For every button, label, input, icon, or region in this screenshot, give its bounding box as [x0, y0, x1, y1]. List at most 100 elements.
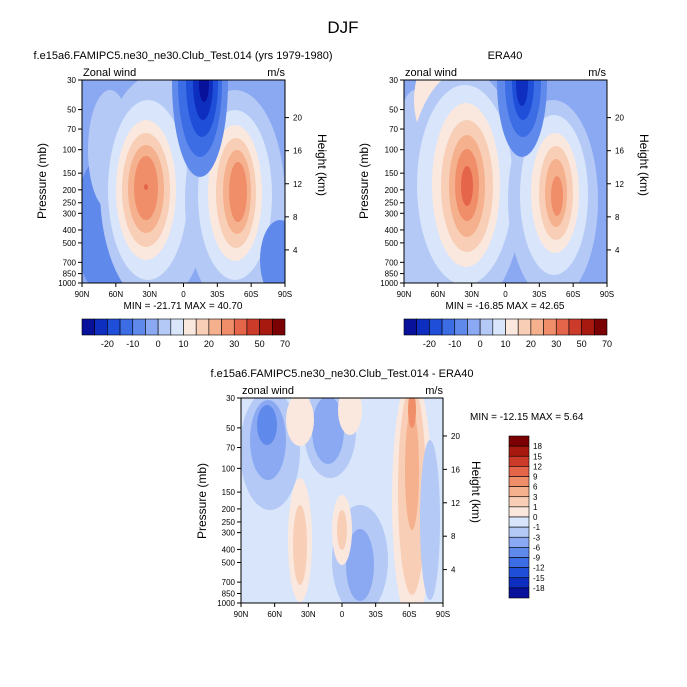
colorbar-label: 10	[178, 339, 188, 349]
y-tick-label: 850	[222, 589, 236, 598]
y-tick-label: 100	[222, 464, 236, 473]
panel3-ylabel-right: Height (km)	[469, 461, 483, 523]
colorbar-swatch	[508, 567, 530, 579]
colorbar-panel1: -20 -10 0 10 20 30 50 70	[81, 318, 290, 349]
panel3-title: f.e15a6.FAMIPC5.ne30_ne30.Club_Test.014 …	[211, 368, 474, 380]
colorbar-swatch	[157, 318, 172, 336]
y-tick-label: 50	[389, 106, 398, 115]
y-tick-label: 400	[385, 226, 399, 235]
colorbar-label: -18	[533, 584, 545, 593]
x-tick-label: 60N	[267, 610, 282, 619]
colorbar-swatch	[119, 318, 134, 336]
colorbar-swatch	[508, 435, 530, 447]
y-tick-label: 70	[389, 125, 398, 134]
y-tick-label: 500	[385, 239, 399, 248]
colorbar-label: -10	[448, 339, 461, 349]
colorbar-swatch	[416, 318, 430, 336]
panel2-ylabel-right: Height (km)	[637, 134, 651, 196]
y-tick-label: 100	[385, 146, 399, 155]
height-tick-label: 12	[293, 180, 302, 189]
colorbar-swatch	[233, 318, 248, 336]
colorbar-label: 10	[500, 339, 510, 349]
colorbar-swatch	[594, 318, 608, 336]
x-tick-label: 0	[340, 610, 345, 619]
x-tick-label: 90N	[75, 290, 90, 299]
colorbar-label: 70	[280, 339, 290, 349]
colorbar-swatch	[508, 445, 530, 457]
colorbar-label: 20	[204, 339, 214, 349]
colorbar-label: 50	[577, 339, 587, 349]
y-tick-label: 150	[385, 169, 399, 178]
colorbar-swatch	[508, 476, 530, 487]
colorbar-swatch	[508, 577, 530, 589]
colorbar-swatch	[568, 318, 582, 336]
y-tick-label: 50	[67, 106, 76, 115]
colorbar-swatch	[530, 318, 544, 336]
y-tick-label: 400	[63, 226, 77, 235]
colorbar-swatch	[479, 318, 494, 336]
colorbar-label: -20	[101, 339, 114, 349]
panel1-title: f.e15a6.FAMIPC5.ne30_ne30.Club_Test.014 …	[33, 50, 332, 62]
colorbar-swatch	[508, 486, 530, 498]
colorbar-swatch	[543, 318, 557, 336]
figure-title: DJF	[327, 18, 358, 37]
y-tick-label: 30	[67, 76, 76, 85]
x-tick-label: 90S	[436, 610, 450, 619]
colorbar-swatch	[208, 318, 222, 336]
panel-difference: f.e15a6.FAMIPC5.ne30_ne30.Club_Test.014 …	[195, 368, 584, 619]
colorbar-swatch	[195, 318, 210, 336]
panel2-title: ERA40	[488, 50, 523, 62]
y-tick-label: 1000	[58, 279, 76, 288]
y-tick-label: 70	[67, 125, 76, 134]
colorbar-swatch	[508, 466, 530, 477]
panel1-field	[82, 80, 285, 283]
colorbar-swatch	[508, 506, 530, 518]
colorbar-label: -6	[533, 543, 541, 552]
height-tick-label: 16	[451, 465, 460, 474]
panel1-left-label: Zonal wind	[83, 67, 136, 79]
colorbar-label: 70	[602, 339, 612, 349]
y-tick-label: 300	[222, 529, 236, 538]
y-tick-label: 300	[63, 209, 77, 218]
colorbar-label: -3	[533, 533, 541, 542]
colorbar-label: 1	[533, 503, 538, 512]
panel1-stats: MIN = -21.71 MAX = 40.70	[124, 301, 243, 312]
height-tick-label: 20	[615, 114, 624, 123]
y-tick-label: 850	[385, 270, 399, 279]
panel-era40: ERA40 zonal wind m/s 30 50 70 100 150	[357, 50, 651, 312]
x-tick-label: 0	[503, 290, 508, 299]
x-tick-label: 0	[181, 290, 186, 299]
colorbar-swatch	[259, 318, 273, 336]
colorbar-swatch	[508, 496, 530, 508]
y-tick-label: 50	[226, 424, 235, 433]
y-tick-label: 850	[63, 270, 77, 279]
colorbar-swatch	[183, 318, 197, 336]
colorbar-swatch	[441, 318, 456, 336]
x-tick-label: 30N	[142, 290, 157, 299]
x-tick-label: 30S	[210, 290, 224, 299]
height-tick-label: 8	[451, 532, 456, 541]
panel2-field	[404, 80, 607, 283]
y-tick-label: 200	[63, 186, 77, 195]
panel2-ylabel: Pressure (mb)	[357, 143, 371, 219]
panel3-stats: MIN = -12.15 MAX = 5.64	[470, 412, 584, 423]
x-tick-label: 60N	[430, 290, 445, 299]
y-tick-label: 300	[385, 209, 399, 218]
colorbar-swatch	[221, 318, 235, 336]
colorbar-swatch	[508, 455, 530, 467]
y-tick-label: 700	[222, 578, 236, 587]
panel1-ylabel-right: Height (km)	[315, 134, 329, 196]
colorbar-label: -15	[533, 574, 545, 583]
colorbar-label: 30	[229, 339, 239, 349]
height-tick-label: 8	[293, 213, 298, 222]
colorbar-label: -1	[533, 523, 541, 532]
colorbar-swatch	[581, 318, 595, 336]
y-tick-label: 150	[63, 169, 77, 178]
x-tick-label: 90N	[397, 290, 412, 299]
y-tick-label: 700	[385, 258, 399, 267]
y-tick-label: 400	[222, 545, 236, 554]
panel1-ylabel: Pressure (mb)	[35, 143, 49, 219]
x-tick-label: 30S	[532, 290, 546, 299]
colorbar-label: 0	[478, 339, 483, 349]
colorbar-swatch	[517, 318, 532, 336]
